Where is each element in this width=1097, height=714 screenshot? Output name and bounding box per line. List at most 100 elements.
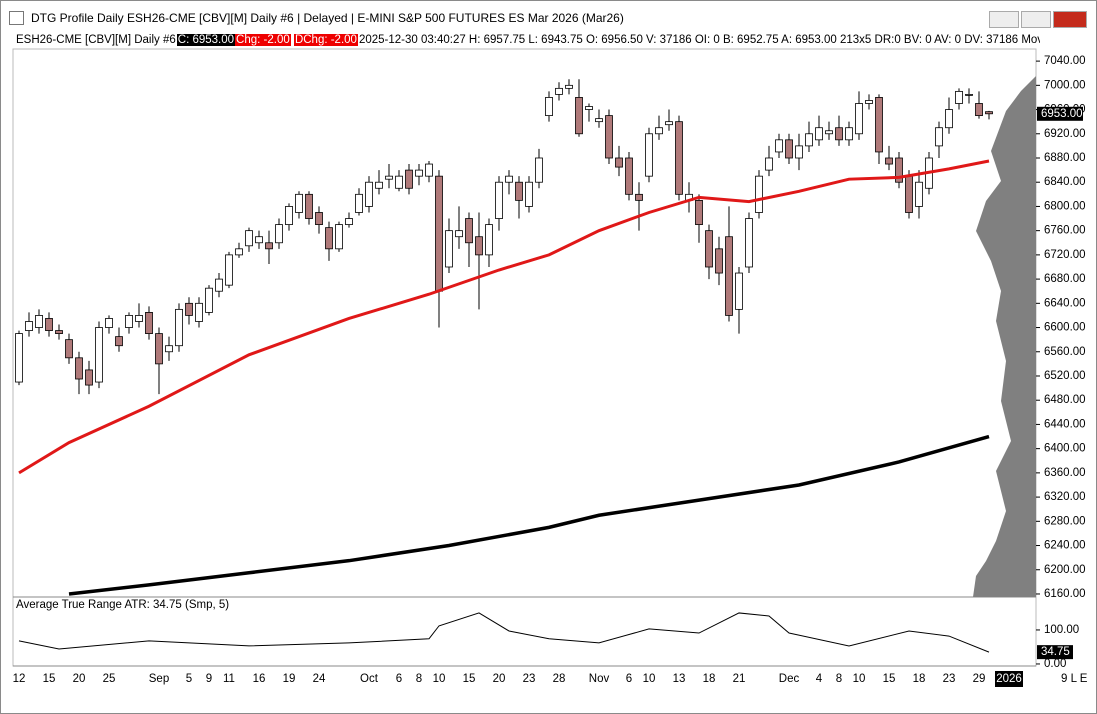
candle-body [245,230,253,247]
y-tick-label: 7040.00 [1044,55,1086,67]
x-tick-label: Sep [149,673,169,685]
y-tick-label: 6840.00 [1044,176,1086,188]
x-tick-label: 5 [186,673,192,685]
candle-body [755,175,763,213]
candle-body [195,302,203,322]
candle-body [855,103,863,135]
last-price: 6953.00 [1041,108,1083,120]
candle-body [275,224,283,244]
x-tick-label: 13 [673,673,686,685]
app-icon [9,11,24,25]
candle-body [845,127,853,141]
x-tick-label: 6 [626,673,632,685]
candle-body [785,139,793,159]
candle-body [745,218,753,268]
last-value: 34.75 [1041,646,1070,658]
candle-body [295,193,303,213]
x-tick-label: 16 [253,673,266,685]
x-tick-label: 25 [103,673,116,685]
close-value: C: 6953.00 [176,34,236,46]
volume-profile [973,76,1036,597]
candle-body [575,97,583,135]
x-tick-label: 15 [883,673,896,685]
y-tick-label: 6800.00 [1044,200,1086,212]
last-price-bg [1037,106,1083,121]
candle-body [985,111,993,115]
candle-body [385,175,393,180]
candle-body [445,230,453,268]
candle-body [15,333,23,383]
candle-body [565,84,573,89]
candle-body [365,181,373,207]
candle-body [695,199,703,226]
y-tick-label: 6240.00 [1044,540,1086,552]
candle-body [285,206,293,226]
candle-body [805,133,813,147]
candle-body [555,87,563,95]
status: 9 L E [1061,673,1088,685]
candle-body [595,118,603,123]
daily-change: DChg: -2.00 [293,34,358,46]
candle-body [795,145,803,159]
maximize-button[interactable] [1021,11,1051,28]
x-tick-label: 24 [313,673,326,685]
candle-body [955,90,963,104]
candle-body [725,236,733,316]
title-bar: DTG Profile Daily ESH26-CME [CBV][M] Dai… [1,1,1096,31]
candle-body [35,315,43,328]
x-tick-label: 20 [73,673,86,685]
x-tick-label: 15 [463,673,476,685]
candle-body [265,242,273,250]
y-tick-label: 6720.00 [1044,249,1086,261]
candle-body [345,218,353,226]
candle-body [475,236,483,256]
x-tick-label: 12 [13,673,26,685]
x-tick-label: Dec [779,673,800,685]
candle-body [835,127,843,141]
candle-body [585,106,593,110]
candle-body [515,181,523,201]
y-tick-label: 6440.00 [1044,418,1086,430]
y-tick-label: 6400.00 [1044,443,1086,455]
y-tick-label: 6880.00 [1044,152,1086,164]
candle-body [235,248,243,256]
candle-body [705,230,713,268]
candle-body [425,163,433,177]
year-label: 2026 [996,673,1022,685]
y-tick-label: 6560.00 [1044,346,1086,358]
y-tick-label: 6200.00 [1044,564,1086,576]
candle-body [75,357,83,380]
x-tick-label: 11 [223,673,235,685]
close-button[interactable] [1053,11,1087,28]
candle-body [535,157,543,183]
candle-body [215,278,223,292]
x-tick-label: 23 [523,673,536,685]
candle-body [205,287,213,313]
candle-body [175,308,183,347]
y-tick-label: 6360.00 [1044,467,1086,479]
y-tick-label: 6520.00 [1044,370,1086,382]
candle-body [765,157,773,171]
minimize-button[interactable] [989,11,1019,28]
candle-body [465,218,473,244]
info-bar: ESH26-CME [CBV][M] Daily #6 C: 6953.00 Chg… [15,34,1040,46]
candle-body [375,181,383,189]
x-tick-label: 18 [913,673,926,685]
change: Chg: -2.00 [235,34,291,46]
candle-body [545,97,553,117]
x-tick-label: 29 [973,673,986,685]
candle-body [615,157,623,168]
atr-title: Average True Range ATR: 34.75 (Smp, 5) [16,599,229,611]
candle-body [495,181,503,219]
candle-body [405,169,413,189]
x-tick-label: 8 [836,673,842,685]
candle-body [735,272,743,310]
candle-body [975,103,983,117]
y-tick-label: 6480.00 [1044,394,1086,406]
candle-body [455,230,463,238]
y-tick-label: 100.00 [1044,624,1079,636]
candle-body [815,127,823,141]
candle-body [305,193,313,219]
